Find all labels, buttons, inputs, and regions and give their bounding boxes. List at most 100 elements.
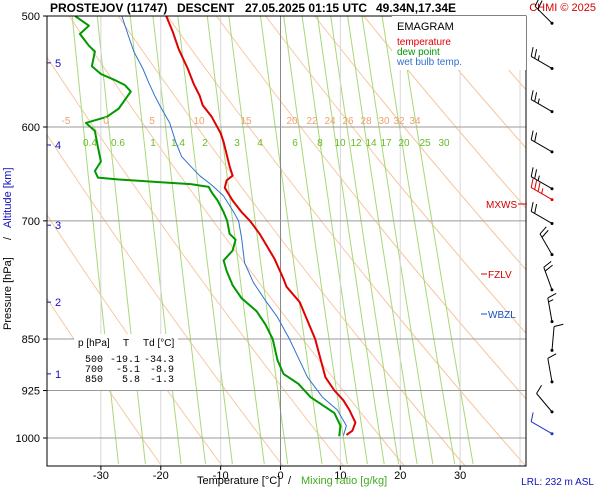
barb-flag	[530, 167, 534, 177]
barb-flag	[530, 130, 534, 140]
plot-frame	[46, 15, 527, 467]
copyright: CHMI © 2025	[529, 2, 596, 14]
barb-station	[550, 187, 554, 191]
dry-adiabat-label: 30	[378, 116, 390, 127]
dry-adiabat-label: 26	[342, 116, 354, 127]
wind-barb	[547, 353, 557, 384]
level-markers: MXWS FZLV WBZL	[481, 200, 527, 321]
pressure-tick-label: 500	[22, 11, 40, 23]
dry-adiabat-label: 32	[393, 116, 405, 127]
profile-series	[74, 16, 357, 437]
dry-adiabat-label: 5	[149, 116, 155, 127]
dry-adiabat	[47, 56, 345, 466]
mixing-ratio-label: 10	[334, 138, 346, 149]
dry-adiabat	[461, 16, 526, 91]
mixing-ratio-line	[398, 16, 474, 465]
barb-flag	[530, 90, 534, 100]
mixing-ratio-label: 2	[202, 138, 208, 149]
mixing-ratio-label: 4	[257, 138, 263, 149]
mixing-ratio-line	[361, 16, 434, 465]
dry-adiabat	[560, 16, 600, 466]
dry-adiabat	[265, 16, 526, 334]
x-axis-label-mixing: Mixing ratio [g/kg]	[301, 475, 387, 487]
barb-station	[550, 348, 554, 352]
wind-barb	[530, 167, 554, 191]
mixing-ratio-label: 3	[234, 138, 240, 149]
series-dew-point	[74, 16, 342, 437]
mixing-ratio-label: 30	[438, 138, 450, 149]
dry-adiabat	[363, 16, 526, 209]
barb-station	[550, 110, 554, 114]
barb-flag	[534, 169, 538, 179]
temp-tick-label: 10	[334, 470, 346, 482]
mixing-ratio-label: 1	[150, 138, 156, 149]
dry-adiabat-label: 28	[360, 116, 372, 127]
mixing-ratio-label: 12	[350, 138, 362, 149]
barb-flag	[530, 412, 534, 422]
table-header-td: Td [°C]	[143, 338, 174, 349]
barb-half-flag	[537, 55, 540, 61]
barb-flag	[530, 47, 534, 57]
pressure-tick-label: 700	[22, 216, 40, 228]
wind-barb	[550, 323, 564, 352]
mixing-ratio-label: 1.4	[171, 138, 185, 149]
temp-tick-label: -30	[93, 470, 109, 482]
altitude-tick-label: 5	[55, 58, 61, 70]
barb-flag	[547, 293, 557, 299]
altitude-tick-label: 1	[55, 369, 61, 381]
legend-temperature: temperature	[397, 37, 451, 48]
barb-flag	[534, 49, 538, 59]
table-cell: -34.3	[144, 355, 174, 366]
dry-adiabat	[314, 16, 526, 271]
barb-station	[550, 21, 554, 25]
wind-barb	[530, 412, 554, 436]
mixing-ratio-lines	[71, 16, 474, 465]
altitude-tick-label: 2	[55, 297, 61, 309]
dry-adiabat-label: 0	[103, 116, 109, 127]
barb-station	[550, 198, 554, 202]
barb-flag	[541, 229, 549, 238]
mixing-ratio-line	[177, 16, 233, 465]
barb-flag	[536, 385, 542, 394]
barb-flag	[547, 353, 557, 359]
table-cell: -8.9	[150, 365, 174, 376]
mixing-ratio-line	[347, 16, 418, 465]
wind-barb	[536, 385, 554, 414]
legend-dew-point: dew point	[397, 47, 440, 58]
mixing-ratio-line	[317, 16, 385, 465]
mixing-ratio-label: 20	[398, 138, 410, 149]
wind-barb	[530, 178, 554, 202]
pressure-tick-label: 850	[22, 334, 40, 346]
mixing-ratio-line	[260, 16, 323, 465]
barb-station	[550, 66, 554, 70]
pressure-tick-label: 1000	[16, 433, 40, 445]
mixing-ratio-label: 0.4	[83, 138, 97, 149]
barb-flag	[534, 204, 538, 214]
altitude-axis: 5 4 3 2 1	[47, 58, 61, 381]
table-cell: -19.1	[110, 355, 140, 366]
dry-adiabat	[510, 16, 526, 34]
wind-barb	[530, 202, 554, 225]
table-cell: 700	[85, 365, 103, 376]
series-wet-bulb-temp-	[121, 16, 347, 436]
barb-station	[550, 150, 554, 154]
barb-flag	[534, 132, 538, 142]
mixing-ratio-label: 14	[365, 138, 377, 149]
dry-adiabat-label: 10	[193, 116, 205, 127]
header-datetime: 27.05.2025 01:15 UTC	[245, 1, 367, 15]
temp-tick-label: 0	[277, 470, 283, 482]
mixing-ratio-label: 25	[419, 138, 431, 149]
barb-station	[550, 320, 554, 324]
dry-adiabat	[216, 16, 526, 400]
barb-staff	[530, 421, 553, 435]
legend-title: EMAGRAM	[397, 21, 454, 33]
pressure-tick-label: 600	[22, 122, 40, 134]
temperature-axis: -30 -20 -10 0 10 20 30	[93, 466, 466, 482]
y-axis-label-altitude: Altitude [km]	[2, 167, 14, 228]
dry-adiabat-label: 34	[409, 116, 421, 127]
barb-station	[550, 432, 554, 436]
legend: EMAGRAM temperature dew point wet bulb t…	[392, 16, 526, 70]
mixing-ratio-line	[71, 16, 119, 465]
barb-flag	[534, 92, 538, 102]
